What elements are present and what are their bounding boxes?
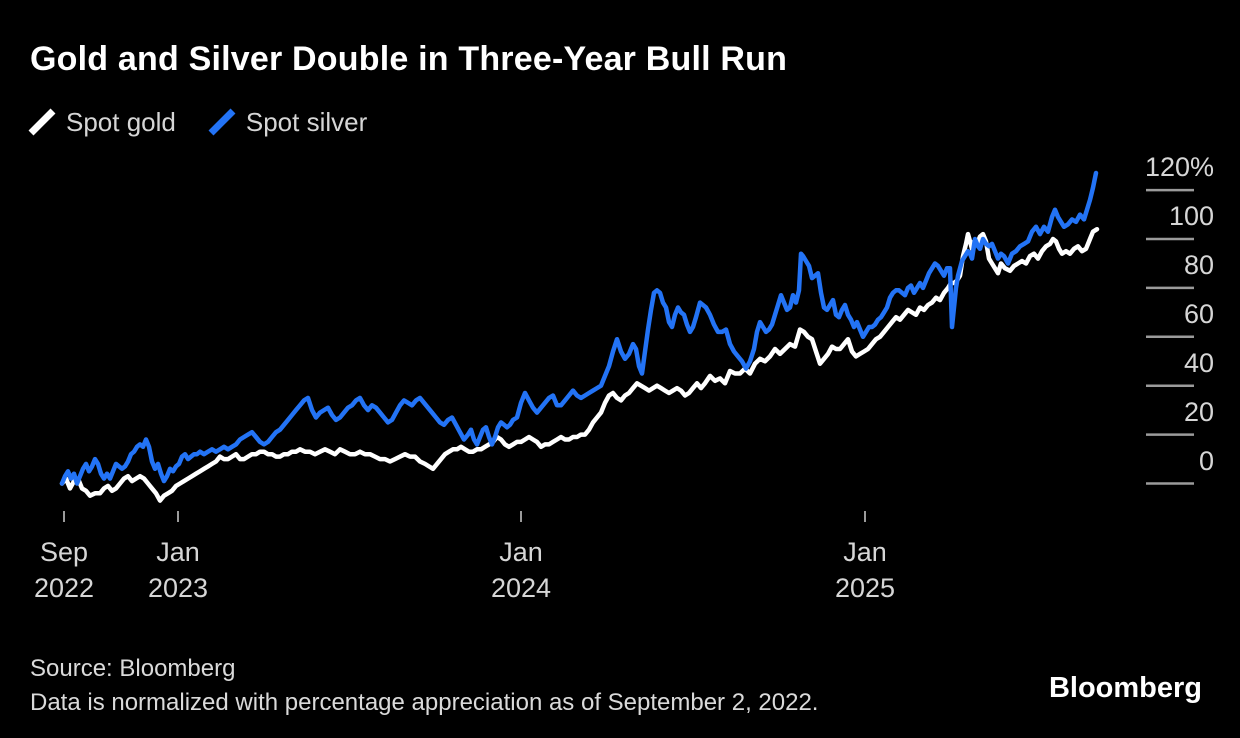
chart-legend: Spot gold Spot silver bbox=[28, 106, 367, 138]
y-axis-label: 80 bbox=[1183, 249, 1214, 280]
chart-footer: Source: Bloomberg Data is normalized wit… bbox=[30, 652, 818, 720]
y-axis-label: 120% bbox=[1144, 152, 1214, 183]
series-line-spot-gold bbox=[59, 226, 1100, 503]
y-axis-label: 100 bbox=[1168, 201, 1214, 231]
series-line-spot-silver bbox=[59, 170, 1099, 486]
x-axis-label: Jan 2023 bbox=[147, 537, 209, 603]
y-axis-label: 40 bbox=[1183, 347, 1214, 378]
y-axis-label: 0 bbox=[1198, 445, 1214, 476]
legend-swatch-line bbox=[28, 108, 56, 136]
legend-item-spot-gold: Spot gold bbox=[28, 107, 176, 138]
silver-line-swatch-icon bbox=[208, 108, 236, 136]
legend-label-spot-silver: Spot silver bbox=[245, 106, 368, 137]
legend-swatch-line bbox=[208, 108, 236, 136]
x-axis-label: Jan 2024 bbox=[490, 537, 552, 603]
chart-title: Gold and Silver Double in Three-Year Bul… bbox=[30, 40, 788, 78]
bloomberg-logo: Bloomberg bbox=[1048, 672, 1202, 704]
note-line: Data is normalized with percentage appre… bbox=[30, 689, 819, 716]
x-axis-label: Jan 2025 bbox=[834, 537, 896, 603]
y-axis-label: 20 bbox=[1183, 396, 1214, 427]
gold-line-swatch-icon bbox=[28, 108, 56, 136]
legend-item-spot-silver: Spot silver bbox=[208, 107, 367, 138]
y-axis-label: 60 bbox=[1183, 298, 1214, 329]
source-line: Source: Bloomberg bbox=[30, 655, 236, 682]
x-axis-label: Sep 2022 bbox=[33, 537, 95, 603]
legend-label-spot-gold: Spot gold bbox=[66, 106, 176, 137]
